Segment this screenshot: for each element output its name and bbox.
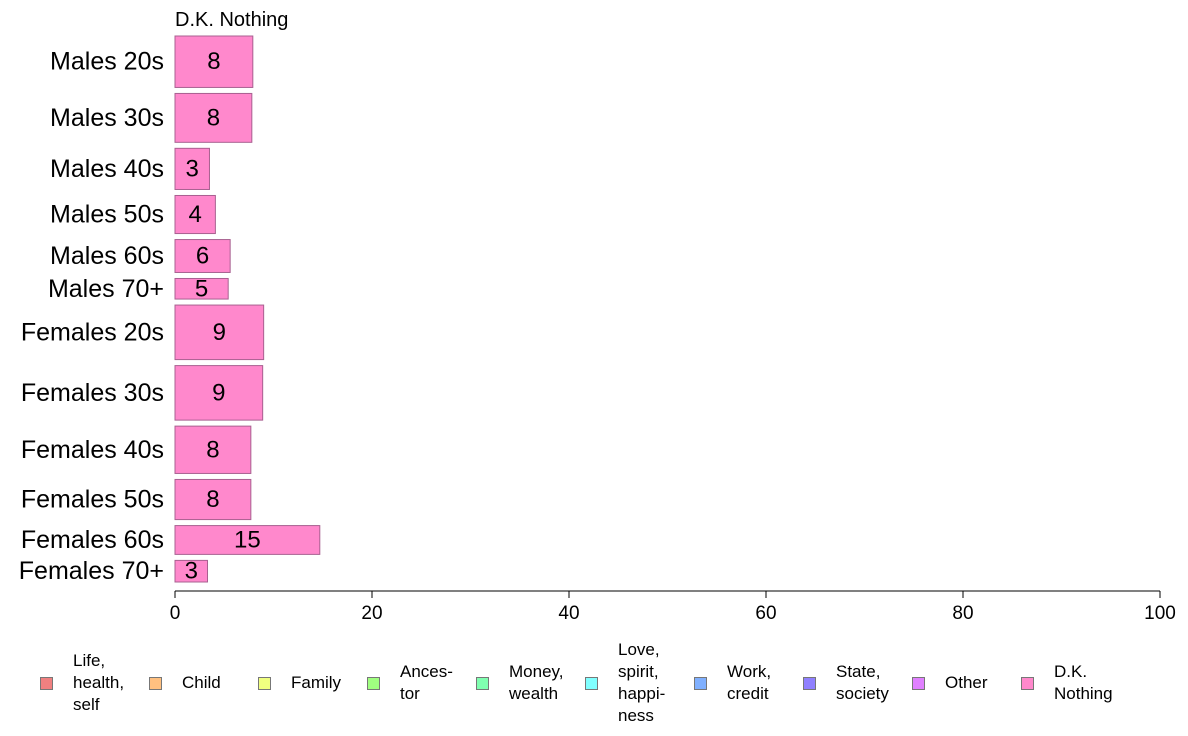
value-label: 9 — [212, 379, 225, 406]
bar — [174, 92, 253, 143]
category-label: Females 40s — [21, 436, 164, 464]
category-label: Males 40s — [50, 155, 164, 183]
legend-swatch — [585, 676, 598, 690]
legend-swatch — [1021, 676, 1034, 690]
x-tick-label: 20 — [361, 603, 382, 624]
legend-swatch — [367, 676, 380, 690]
legend-item: Other — [912, 672, 988, 694]
bar — [174, 525, 321, 555]
category-label: Males 20s — [50, 48, 164, 76]
x-tick-label: 100 — [1144, 603, 1176, 624]
series-title: D.K. Nothing — [175, 9, 288, 31]
category-label: Females 30s — [21, 379, 164, 407]
category-labels: Males 20s Males 30s Males 40s Males 50s Male… — [19, 48, 164, 585]
value-label: 9 — [213, 319, 226, 346]
legend-swatch — [40, 676, 53, 690]
legend-label: Work, credit — [727, 662, 772, 703]
legend-swatch — [803, 676, 816, 690]
legend: Life, health, self Child Family Ances- tor M… — [0, 636, 1188, 736]
bar — [174, 425, 252, 474]
legend-label: D.K. Nothing — [1054, 662, 1113, 703]
legend-label: Money, wealth — [509, 662, 564, 703]
bar — [174, 147, 210, 190]
bar — [174, 239, 231, 273]
category-label: Males 60s — [50, 242, 164, 270]
x-tick-label: 80 — [952, 603, 973, 624]
legend-item: Love, spirit, happi- ness — [585, 639, 665, 727]
value-label: 8 — [207, 104, 220, 131]
legend-item: Child — [149, 672, 221, 694]
category-label: Males 30s — [50, 104, 164, 132]
legend-item: Money, wealth — [476, 661, 564, 705]
value-label: 4 — [189, 201, 202, 228]
bar-chart: D.K. Nothing Males 20s Males 30s Males 40s… — [19, 9, 1176, 624]
x-tick-label: 40 — [558, 603, 579, 624]
bar — [174, 277, 229, 300]
legend-label: Ances- tor — [400, 662, 453, 703]
bar — [174, 35, 254, 88]
legend-item: Life, health, self — [40, 650, 124, 716]
category-label: Females 20s — [21, 318, 164, 346]
legend-swatch — [694, 676, 707, 690]
category-label: Females 60s — [21, 526, 164, 554]
legend-item: Ances- tor — [367, 661, 453, 705]
value-label: 3 — [186, 155, 199, 182]
value-label: 8 — [206, 486, 219, 513]
bar — [174, 194, 216, 235]
legend-swatch — [149, 676, 162, 690]
bar — [174, 365, 264, 421]
bars-group — [174, 35, 321, 583]
legend-label: Love, spirit, happi- ness — [618, 640, 666, 725]
value-label: 6 — [196, 243, 209, 270]
bar — [174, 304, 265, 361]
legend-swatch — [912, 676, 925, 690]
legend-swatch — [258, 676, 271, 690]
x-tick-label: 60 — [755, 603, 776, 624]
value-label: 15 — [234, 526, 261, 553]
legend-label: Family — [291, 673, 342, 692]
category-label: Females 70+ — [19, 557, 164, 585]
category-label: Males 50s — [50, 201, 164, 229]
bar — [174, 478, 252, 521]
category-label: Females 50s — [21, 486, 164, 514]
category-label: Males 70+ — [48, 275, 164, 303]
legend-item: Family — [258, 672, 341, 694]
legend-swatch — [476, 676, 489, 690]
value-label: 8 — [207, 48, 220, 75]
bar — [174, 559, 209, 583]
x-axis: 0 20 40 60 80 100 — [170, 590, 1176, 624]
value-label: 8 — [206, 436, 219, 463]
legend-item: Work, credit — [694, 661, 771, 705]
value-label: 3 — [185, 558, 198, 585]
legend-label: Other — [945, 673, 988, 692]
x-tick-label: 0 — [170, 603, 181, 624]
legend-label: Child — [182, 673, 221, 692]
legend-label: State, society — [836, 662, 889, 703]
value-label: 5 — [195, 275, 208, 302]
legend-item: State, society — [803, 661, 889, 705]
legend-item: D.K. Nothing — [1021, 661, 1113, 705]
legend-label: Life, health, self — [73, 651, 125, 714]
